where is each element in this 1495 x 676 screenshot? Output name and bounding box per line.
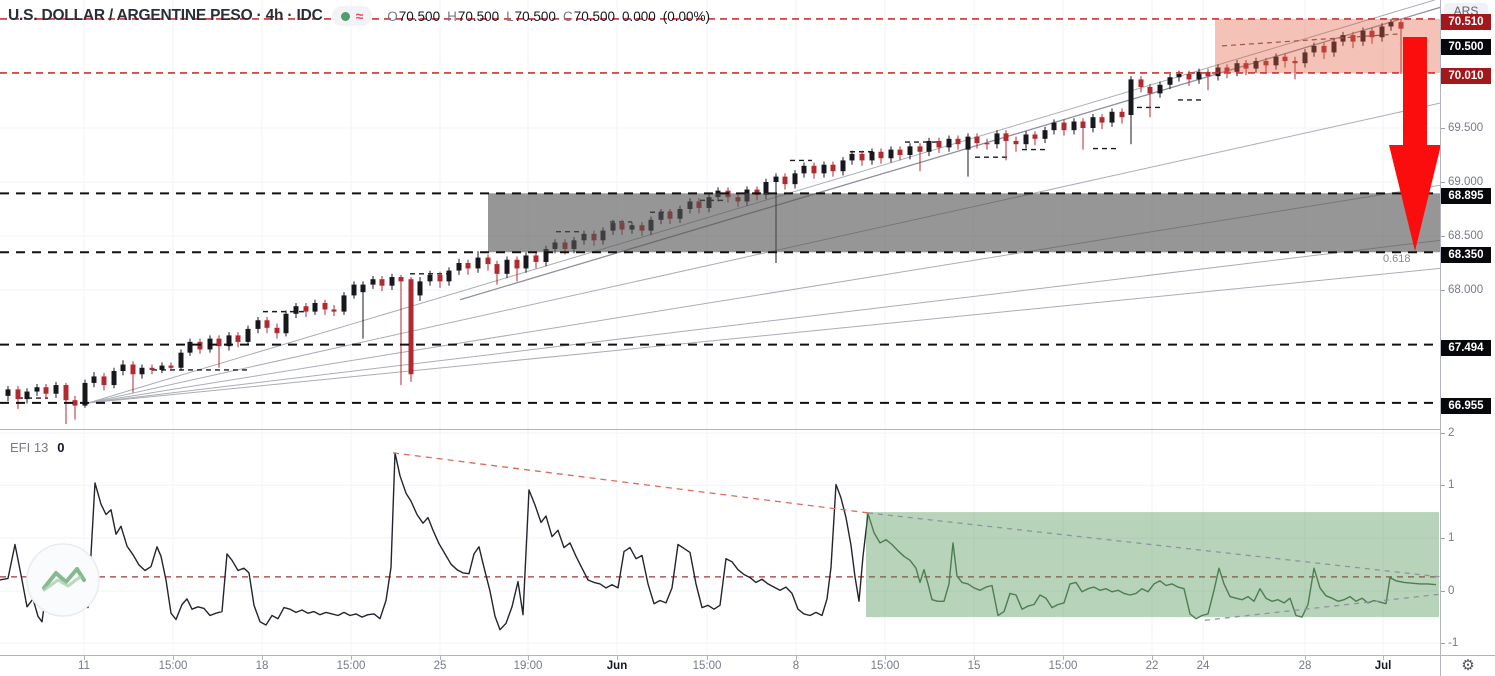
supply-zone-orange	[1215, 18, 1440, 73]
time-tick-label: 24	[1196, 660, 1210, 672]
time-tick-label: 22	[1145, 660, 1159, 672]
time-tick-label: Jun	[606, 660, 628, 672]
svg-text:0.618: 0.618	[1383, 253, 1411, 265]
price-level-badge: 70.010	[1441, 67, 1491, 84]
open-value: 70.500	[398, 8, 441, 24]
watermark-logo	[26, 543, 100, 617]
price-level-badge: 68.350	[1441, 247, 1491, 264]
price-level-badge: 70.500	[1441, 38, 1491, 55]
high-label: H	[447, 8, 457, 24]
down-arrow	[1389, 37, 1440, 251]
gear-icon[interactable]: ⚙	[1461, 657, 1475, 674]
panel-divider[interactable]	[0, 429, 1495, 430]
price-tick-label: 68.500	[1448, 230, 1484, 242]
price-tick-label: 68.000	[1448, 284, 1484, 296]
ohlc-values: O70.500 H70.500 L70.500 C70.500 0.000 (0…	[387, 9, 710, 24]
time-axis[interactable]: 11 15:00 18 15:00 25 19:00 Jun 15:00 8 15:00 15 15:…	[0, 656, 1440, 676]
high-value: 70.500	[457, 8, 500, 24]
market-open-dot-icon	[340, 11, 350, 21]
time-tick-label: 18	[255, 660, 269, 672]
interval-label: · 4h ·	[256, 7, 293, 24]
price-tick-label: 69.500	[1448, 121, 1484, 134]
indicator-chart[interactable]	[0, 430, 1440, 655]
time-tick-label: 11	[78, 660, 90, 672]
close-label: C	[562, 8, 573, 24]
price-axis-divider	[1440, 0, 1441, 676]
indicator-tick-label: 1	[1448, 532, 1455, 545]
time-axis-divider	[0, 655, 1495, 656]
indicator-tick-label: 1	[1448, 479, 1455, 492]
open-label: O	[387, 8, 398, 24]
price-level-badge: 70.510	[1441, 13, 1491, 30]
time-tick-label: 15:00	[1048, 660, 1078, 672]
time-tick-label: 28	[1298, 660, 1312, 672]
indicator-tick-label: 0	[1448, 585, 1455, 598]
efi-line	[0, 452, 869, 631]
indicator-value: 0	[57, 440, 65, 455]
close-value: 70.500	[573, 8, 615, 24]
change-value: 0.000	[621, 8, 656, 24]
time-tick-label: 15:00	[158, 660, 188, 672]
time-tick-label: 15:00	[870, 660, 900, 672]
indicator-tick-label: -1	[1448, 637, 1459, 650]
indicator-tick-label: 2	[1448, 427, 1455, 440]
indicator-name: EFI 13	[10, 440, 49, 455]
price-level-badge: 68.895	[1441, 188, 1491, 205]
exchange-label: IDC	[296, 7, 323, 24]
low-value: 70.500	[514, 8, 556, 24]
price-chart[interactable]: 0.618	[0, 0, 1440, 430]
efi-line-in-zone	[867, 513, 1437, 620]
price-tick-label: 69.000	[1448, 176, 1484, 188]
time-tick-label: 15:00	[692, 660, 722, 672]
time-tick-label: 8	[792, 660, 800, 672]
indicator-legend[interactable]: EFI 13 0	[10, 440, 65, 455]
time-tick-label: 15	[967, 660, 981, 672]
time-tick-label: 25	[433, 660, 447, 672]
supply-zone-gray	[488, 193, 1440, 253]
symbol-title[interactable]: U.S. DOLLAR / ARGENTINE PESO · 4h · IDC	[8, 7, 323, 25]
price-level-badge: 67.494	[1441, 339, 1491, 356]
time-tick-label: Jul	[1374, 660, 1392, 672]
demand-zone-green	[866, 512, 1439, 618]
time-tick-label: 19:00	[513, 660, 543, 672]
chart-legend: U.S. DOLLAR / ARGENTINE PESO · 4h · IDC …	[8, 6, 710, 26]
axis-settings-corner: ⚙	[1441, 656, 1495, 676]
time-tick-label: 15:00	[336, 660, 366, 672]
low-label: L	[506, 8, 514, 24]
change-percent: (0.00%)	[662, 8, 711, 24]
delayed-data-approx-icon: ≈	[355, 8, 364, 24]
market-status-pill[interactable]: ≈	[331, 6, 373, 26]
price-level-badge: 66.955	[1441, 397, 1491, 414]
price-axis[interactable]: ARS 69.500 69.000 68.500 68.000 70.510 70.500…	[1441, 0, 1495, 655]
symbol-name: U.S. DOLLAR / ARGENTINE PESO	[8, 7, 253, 24]
